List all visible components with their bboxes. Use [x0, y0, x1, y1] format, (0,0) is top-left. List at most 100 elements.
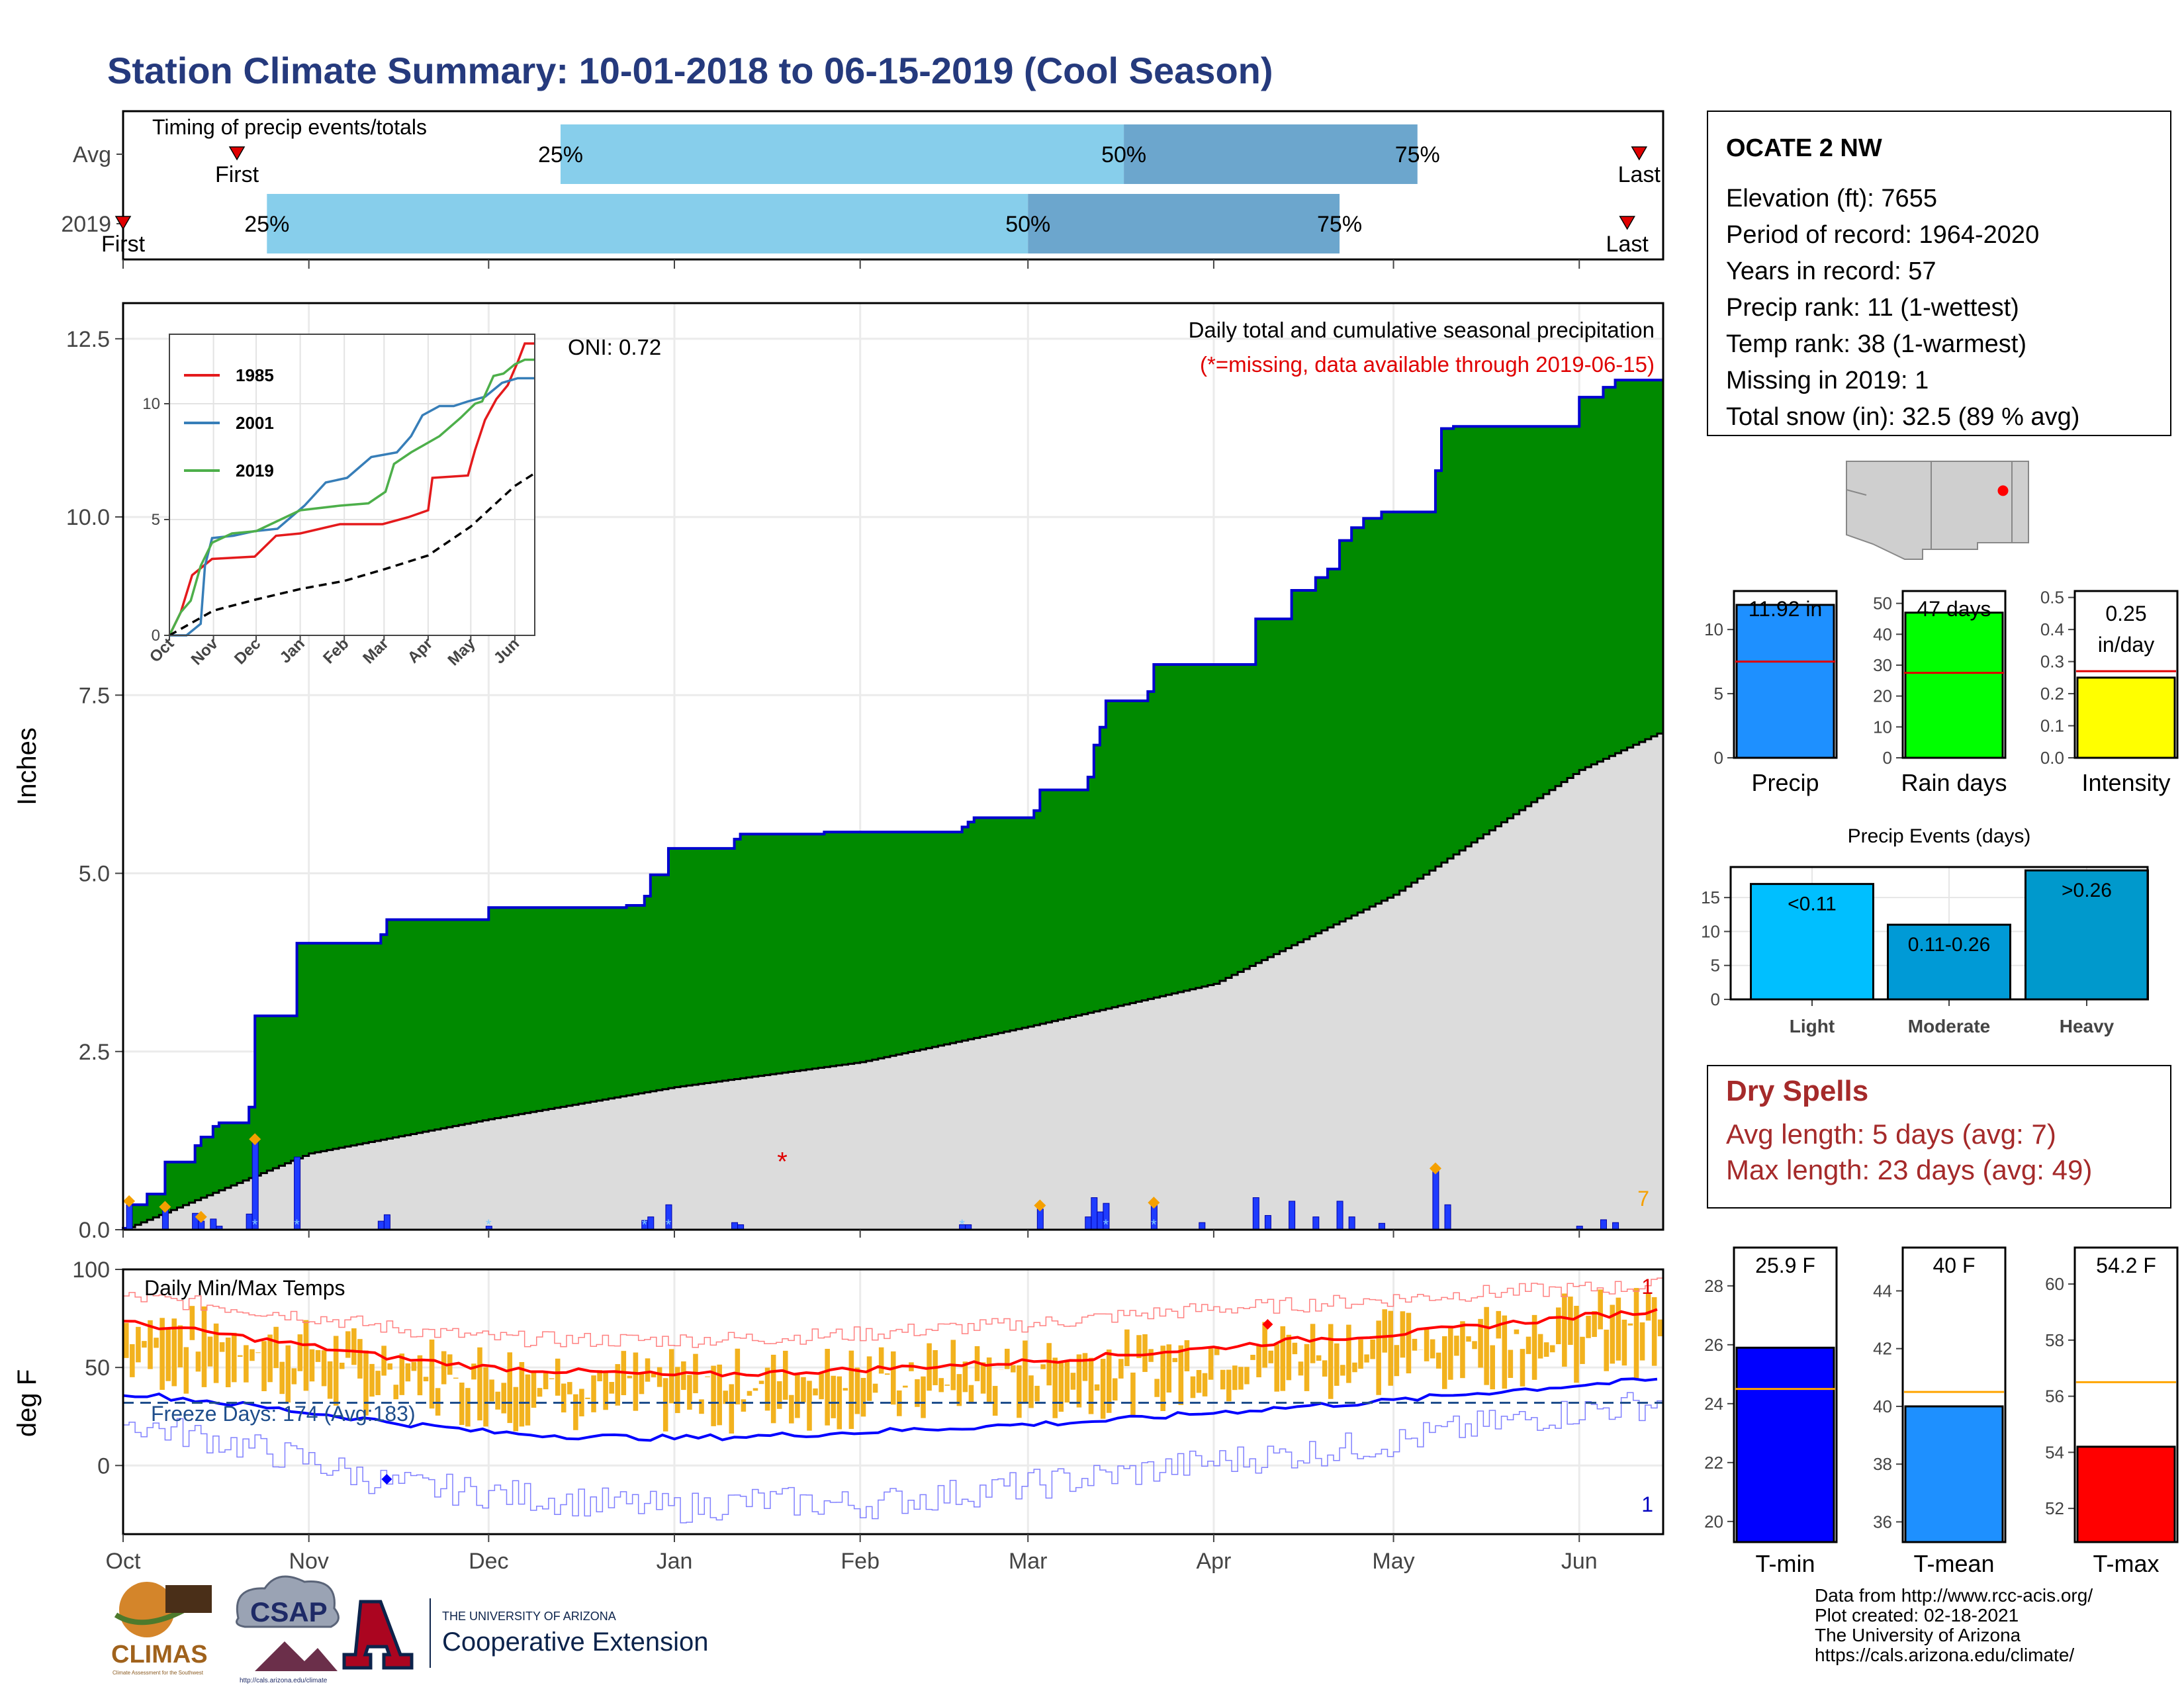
temps-top-right-label: 1 [1641, 1275, 1653, 1299]
footer-line: The University of Arizona [1815, 1625, 2021, 1645]
daily-temp-range-bar [777, 1381, 782, 1409]
daily-temp-range-bar [938, 1378, 944, 1392]
daily-precip-bar [1289, 1201, 1295, 1230]
x-tick-label: Jan [657, 1549, 693, 1574]
daily-temp-range-bar [1340, 1365, 1345, 1375]
oni-label: ONI: 0.72 [568, 335, 661, 359]
y-tick-label: 5 [1714, 684, 1723, 704]
summary-bar-label: T-mean [1913, 1550, 1994, 1577]
daily-temp-range-bar [1364, 1354, 1369, 1362]
daily-temp-range-bar [142, 1341, 147, 1348]
daily-temp-range-bar [1628, 1324, 1633, 1326]
daily-precip-bar [210, 1219, 216, 1230]
station-line: Years in record: 57 [1726, 257, 1936, 285]
daily-temp-range-bar [1287, 1335, 1292, 1381]
daily-temp-range-bar [1388, 1311, 1393, 1386]
daily-precip-bar [1097, 1212, 1103, 1230]
daily-temp-range-bar [1071, 1373, 1076, 1390]
daily-temp-range-bar [1173, 1358, 1178, 1362]
footer-line: https://cals.arizona.edu/climate/ [1815, 1645, 2074, 1665]
daily-temp-range-bar [424, 1377, 429, 1381]
daily-temp-range-bar [1658, 1320, 1663, 1336]
daily-temp-range-bar [190, 1306, 195, 1340]
daily-temp-range-bar [807, 1381, 812, 1430]
y-tick-label: 5 [1711, 956, 1720, 976]
daily-temp-range-bar [1005, 1349, 1010, 1369]
daily-temp-range-bar [375, 1371, 381, 1395]
daily-temp-range-bar [627, 1376, 633, 1379]
daily-temp-range-bar [561, 1383, 567, 1412]
precip-y-axis-label: Inches [13, 727, 42, 805]
daily-precip-bar [1253, 1198, 1259, 1230]
daily-temp-range-bar [1382, 1309, 1387, 1352]
y-tick-label: 0 [1711, 989, 1720, 1009]
precip-chart-note: (*=missing, data available through 2019-… [1200, 352, 1655, 377]
daily-temp-range-bar [1370, 1340, 1375, 1359]
inset-y-tick-label: 10 [142, 395, 160, 413]
y-tick-label: 100 [72, 1257, 110, 1283]
page-title: Station Climate Summary: 10-01-2018 to 0… [107, 50, 1273, 91]
daily-temp-range-bar [615, 1364, 620, 1406]
y-tick-label: 40 [1873, 1396, 1892, 1416]
station-line: Temp rank: 38 (1-warmest) [1726, 330, 2026, 358]
daily-temp-range-bar [1376, 1320, 1381, 1394]
timing-label: 50% [1101, 142, 1146, 167]
daily-temp-range-bar [1604, 1330, 1609, 1371]
daily-temp-range-bar [1274, 1344, 1279, 1392]
daily-temp-range-bar [1550, 1346, 1555, 1353]
daily-temp-range-bar [1052, 1357, 1058, 1418]
daily-temp-range-bar [1040, 1364, 1046, 1369]
summary-bar-label: T-max [2093, 1550, 2159, 1577]
daily-temp-range-bar [1034, 1386, 1040, 1402]
daily-temp-range-bar [1406, 1313, 1412, 1373]
daily-temp-range-bar [957, 1374, 962, 1406]
station-line: Elevation (ft): 7655 [1726, 185, 1937, 212]
events-title: Precip Events (days) [1848, 825, 2031, 847]
daily-temp-range-bar [345, 1331, 351, 1357]
daily-temp-range-bar [483, 1367, 488, 1427]
daily-temp-range-bar [477, 1348, 482, 1420]
daily-temp-range-bar [406, 1363, 411, 1381]
daily-temp-range-bar [603, 1371, 608, 1410]
daily-temp-range-bar [813, 1389, 818, 1396]
daily-temp-range-bar [381, 1346, 387, 1375]
summary-bar-label: Precip [1751, 769, 1819, 796]
precip-chart-title: Daily total and cumulative seasonal prec… [1189, 318, 1655, 342]
summary-value: in/day [2098, 633, 2154, 657]
daily-temp-range-bar [459, 1383, 465, 1425]
summary-bar [1737, 605, 1834, 758]
daily-temp-range-bar [261, 1341, 267, 1391]
precip-chart: 0.02.55.07.510.012.5*********Daily total… [13, 303, 1663, 1243]
daily-temp-range-bar [801, 1377, 806, 1402]
corner-count-label: 7 [1637, 1187, 1649, 1211]
daily-temp-range-bar [136, 1327, 141, 1363]
y-tick-label: 10 [1701, 921, 1720, 941]
daily-temp-range-bar [567, 1382, 572, 1394]
daily-temp-range-bar [993, 1386, 998, 1416]
event-bar-label: >0.26 [2062, 880, 2112, 901]
daily-temp-range-bar [1316, 1355, 1322, 1361]
daily-temp-range-bar [1083, 1353, 1088, 1381]
timing-label: 75% [1395, 142, 1440, 167]
station-line: Total snow (in): 32.5 (89 % avg) [1726, 403, 2079, 431]
quartile-bar-50-75 [1028, 194, 1340, 253]
daily-temp-range-bar [969, 1385, 974, 1402]
y-tick-label: 5.0 [79, 862, 110, 887]
daily-temp-range-bar [130, 1344, 135, 1377]
daily-temp-range-bar [273, 1327, 279, 1368]
y-tick-label: 2.5 [79, 1040, 110, 1065]
daily-temp-range-bar [1250, 1355, 1255, 1360]
daily-temp-range-bar [1634, 1288, 1639, 1379]
daily-temp-range-bar [1268, 1351, 1273, 1363]
daily-temp-range-bar [1154, 1379, 1160, 1396]
daily-temp-range-bar [1556, 1308, 1561, 1344]
daily-temp-range-bar [514, 1387, 519, 1432]
y-tick-label: 30 [1873, 655, 1892, 675]
daily-temp-range-bar [1358, 1340, 1363, 1369]
daily-temp-range-bar [1017, 1365, 1022, 1418]
daily-precip-bar [1199, 1222, 1205, 1230]
daily-temp-range-bar [369, 1364, 375, 1396]
daily-temp-range-bar [250, 1349, 255, 1361]
